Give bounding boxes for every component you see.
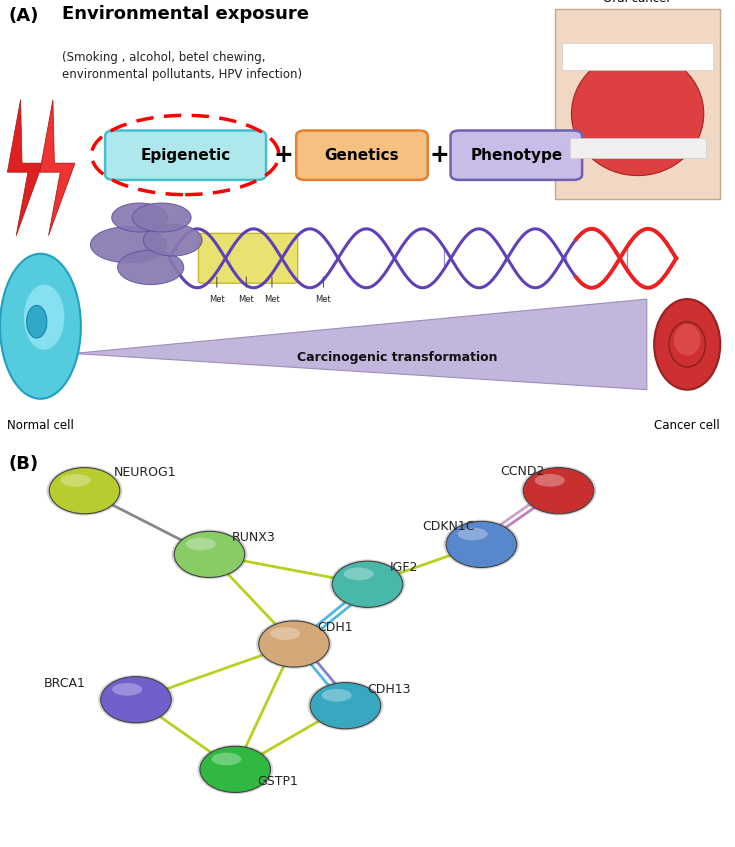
Ellipse shape: [520, 466, 597, 516]
Ellipse shape: [322, 689, 351, 701]
Text: +: +: [273, 143, 293, 168]
Ellipse shape: [112, 203, 168, 232]
Text: IGF2: IGF2: [390, 562, 418, 574]
Text: BRCA1: BRCA1: [44, 677, 86, 689]
Text: Environmental exposure: Environmental exposure: [62, 4, 309, 23]
Ellipse shape: [329, 559, 406, 609]
Text: Phenotype: Phenotype: [470, 147, 562, 163]
Ellipse shape: [143, 224, 202, 256]
Text: Met: Met: [238, 295, 254, 303]
FancyBboxPatch shape: [296, 130, 428, 180]
Ellipse shape: [256, 619, 332, 669]
Ellipse shape: [174, 531, 245, 578]
Ellipse shape: [523, 468, 594, 514]
Text: Met: Met: [209, 295, 225, 303]
Ellipse shape: [0, 254, 81, 399]
FancyBboxPatch shape: [451, 130, 582, 180]
Text: Met: Met: [315, 295, 331, 303]
Ellipse shape: [200, 746, 270, 793]
Text: GSTP1: GSTP1: [257, 775, 298, 788]
Ellipse shape: [98, 675, 174, 724]
Ellipse shape: [332, 562, 403, 607]
Ellipse shape: [112, 683, 142, 695]
Text: Normal cell: Normal cell: [7, 419, 74, 433]
Ellipse shape: [270, 628, 300, 640]
Text: Met: Met: [264, 295, 280, 303]
Text: (A): (A): [9, 7, 39, 25]
Text: NEUROG1: NEUROG1: [114, 466, 176, 479]
Ellipse shape: [186, 538, 215, 551]
Ellipse shape: [197, 745, 273, 794]
Text: RUNX3: RUNX3: [232, 531, 276, 545]
FancyBboxPatch shape: [105, 130, 266, 180]
FancyBboxPatch shape: [562, 43, 713, 70]
Ellipse shape: [118, 250, 184, 285]
FancyBboxPatch shape: [555, 9, 720, 199]
Ellipse shape: [61, 474, 90, 487]
Ellipse shape: [26, 306, 47, 338]
Text: Epigenetic: Epigenetic: [140, 147, 231, 163]
Ellipse shape: [458, 528, 487, 540]
Text: CDH13: CDH13: [368, 683, 411, 695]
Ellipse shape: [310, 683, 381, 728]
Ellipse shape: [446, 522, 517, 567]
Ellipse shape: [654, 299, 720, 390]
Ellipse shape: [443, 519, 520, 569]
Ellipse shape: [24, 285, 65, 350]
Text: Genetics: Genetics: [325, 147, 399, 163]
FancyBboxPatch shape: [570, 138, 706, 158]
Polygon shape: [40, 100, 75, 235]
Polygon shape: [74, 299, 647, 390]
Text: CDKN1C: CDKN1C: [423, 519, 475, 533]
Polygon shape: [7, 100, 43, 235]
Text: Oral cancer: Oral cancer: [603, 0, 672, 4]
FancyBboxPatch shape: [198, 234, 298, 283]
Ellipse shape: [101, 677, 171, 722]
Ellipse shape: [674, 324, 700, 356]
Ellipse shape: [49, 468, 120, 514]
Ellipse shape: [46, 466, 123, 516]
Text: Cancer cell: Cancer cell: [654, 419, 720, 433]
Ellipse shape: [307, 681, 384, 730]
Ellipse shape: [259, 621, 329, 667]
Ellipse shape: [171, 529, 248, 579]
Ellipse shape: [212, 753, 241, 766]
Ellipse shape: [535, 474, 564, 487]
Text: Carcinogenic transformation: Carcinogenic transformation: [297, 352, 497, 364]
Text: CCND2: CCND2: [500, 464, 544, 478]
Ellipse shape: [344, 567, 373, 580]
Text: (Smoking , alcohol, betel chewing,
environmental pollutants, HPV infection): (Smoking , alcohol, betel chewing, envir…: [62, 51, 303, 80]
Ellipse shape: [132, 203, 191, 232]
Ellipse shape: [572, 52, 704, 175]
Ellipse shape: [90, 226, 167, 263]
Text: +: +: [430, 143, 449, 168]
Text: CDH1: CDH1: [318, 621, 353, 634]
Text: (B): (B): [9, 455, 39, 473]
